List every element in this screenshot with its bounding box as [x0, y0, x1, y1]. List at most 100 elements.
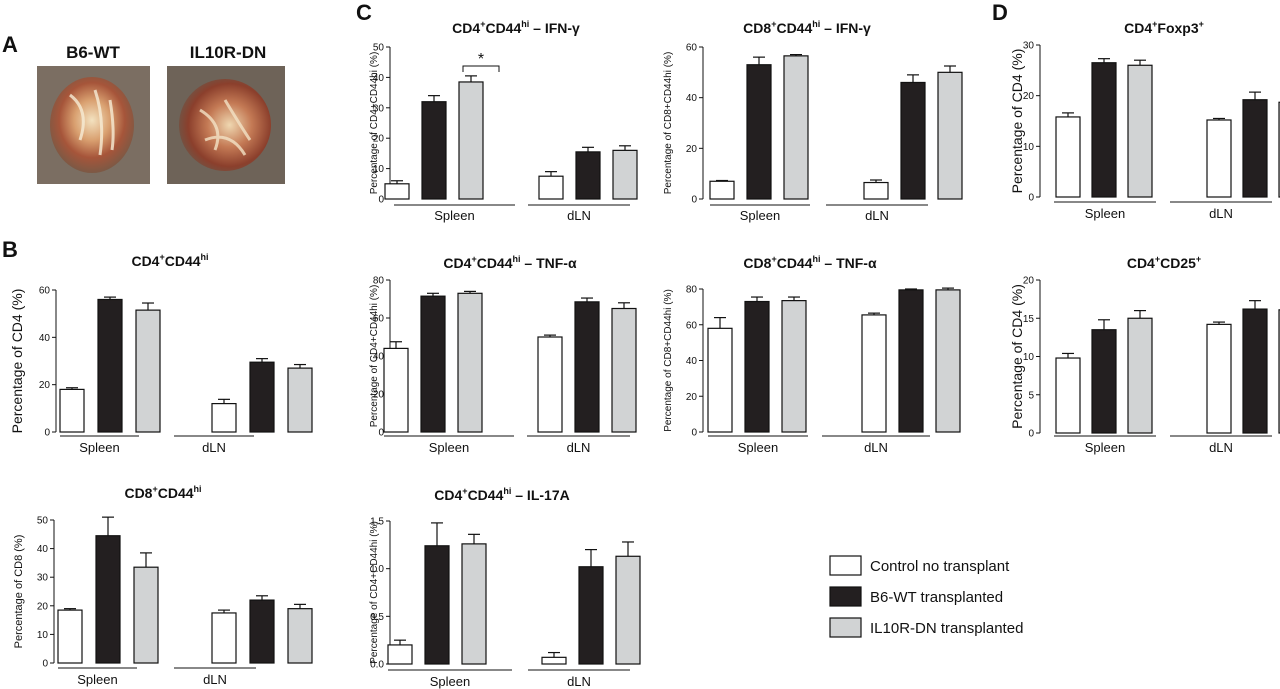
y-axis-label: Percentage of CD8 (%): [13, 535, 25, 649]
y-tick-label: 1.0: [370, 564, 384, 575]
group-label-dln: dLN: [203, 672, 227, 687]
bar-control-spleen: [1055, 116, 1081, 198]
bar-control-spleen: [384, 183, 410, 200]
legend-label-b6-wt: B6-WT transplanted: [870, 589, 1003, 606]
y-axis-label: Percentage of CD4+CD44hi (%): [369, 521, 380, 664]
y-tick-label: 20: [373, 390, 385, 401]
bar-control-spleen: [387, 644, 413, 665]
chart-title: CD4+CD44hi – TNF-α: [443, 254, 577, 271]
group-label-spleen: Spleen: [738, 440, 778, 455]
chart-title: CD4+CD44hi – IFN-γ: [452, 19, 580, 36]
bar-control-dln: [1206, 323, 1232, 434]
bar-il10r-dn-dln: [937, 71, 963, 200]
panel-label-a: A: [2, 32, 18, 57]
y-tick-label: 40: [37, 544, 49, 555]
bar-b6-wt-spleen: [420, 295, 446, 433]
chart-c5: CD4+CD44hi – IL-17A 0.0 0.5 1.0 1.5Percentag…: [369, 486, 641, 689]
bar-b6-wt-dln: [898, 289, 924, 433]
bar-il10r-dn-dln: [612, 149, 638, 200]
bar-b6-wt-spleen: [1091, 329, 1117, 434]
bar-b6-wt-dln: [249, 361, 275, 433]
y-tick-label: 20: [373, 134, 385, 145]
bar-il10r-dn-spleen: [133, 566, 159, 664]
y-tick-label: 10: [1023, 142, 1035, 153]
y-tick-label: 30: [1023, 41, 1035, 52]
wound-photo-b6-wt: [37, 66, 150, 184]
bar-control-dln: [861, 314, 887, 433]
y-tick-label: 10: [373, 164, 385, 175]
group-label-spleen: Spleen: [740, 208, 780, 223]
bar-il10r-dn-dln: [615, 555, 641, 665]
y-axis-label: Percentage of CD4 (%): [9, 289, 25, 434]
y-tick-label: 15: [1023, 314, 1035, 325]
y-tick-label: 20: [686, 144, 698, 155]
bar-control-spleen: [1055, 357, 1081, 434]
chart-title: CD4+Foxp3+: [1124, 19, 1204, 36]
y-tick-label: 20: [1023, 91, 1035, 102]
bar-il10r-dn-spleen: [135, 309, 161, 433]
y-tick-label: 20: [686, 392, 698, 403]
bar-il10r-dn-dln: [287, 367, 313, 433]
bar-b6-wt-spleen: [95, 535, 121, 664]
y-tick-label: 20: [39, 380, 51, 391]
y-axis-label: Percentage of CD8+CD44hi (%): [663, 52, 674, 195]
bar-il10r-dn-spleen: [1127, 317, 1153, 434]
bar-control-spleen: [707, 327, 733, 433]
chart-c4: CD8+CD44hi – TNF-α 0 20 40 60 80 Percentage of…: [663, 254, 961, 455]
bar-control-dln: [537, 336, 563, 433]
bar-b6-wt-dln: [1242, 99, 1268, 198]
chart-b1: CD4+CD44hi 0 20 40 60 Percentage of CD4 (%) Sp…: [9, 252, 313, 455]
bar-control-dln: [211, 612, 237, 664]
panel-label-d: D: [992, 0, 1008, 25]
y-tick-label: 0: [1028, 429, 1034, 440]
bar-b6-wt-spleen: [421, 101, 447, 200]
y-axis-label: Percentage of CD8+CD44hi (%): [663, 289, 674, 432]
y-tick-label: 60: [373, 314, 385, 325]
bar-b6-wt-spleen: [97, 298, 123, 433]
group-label-dln: dLN: [567, 208, 591, 223]
y-tick-label: 50: [37, 516, 49, 527]
y-tick-label: 0.0: [370, 660, 384, 671]
chart-b2: CD8+CD44hi 0 10 20 30 40 50 Percentage of CD8 (…: [13, 484, 313, 687]
chart-c2: CD8+CD44hi – IFN-γ 0 20 40 60 Percentage of C…: [663, 19, 963, 223]
y-tick-label: 50: [373, 43, 385, 54]
group-label-dln: dLN: [864, 440, 888, 455]
bar-b6-wt-dln: [574, 301, 600, 433]
chart-title: CD8+CD44hi – IFN-γ: [743, 19, 871, 36]
y-tick-label: 60: [686, 320, 698, 331]
group-label-dln: dLN: [1209, 440, 1233, 455]
bar-b6-wt-spleen: [744, 300, 770, 433]
legend-swatch-control: [829, 555, 862, 576]
y-tick-label: 40: [686, 356, 698, 367]
bar-b6-wt-dln: [249, 599, 275, 664]
charts-layer: CD4+CD44hi 0 20 40 60 Percentage of CD4 (%) Sp…: [9, 19, 1280, 689]
legend-swatch-b6-wt: [829, 586, 862, 607]
y-tick-label: 0: [378, 428, 384, 439]
bar-control-spleen: [383, 347, 409, 433]
bar-control-dln: [863, 181, 889, 200]
group-label-dln: dLN: [1209, 206, 1233, 221]
y-tick-label: 0.5: [370, 612, 384, 623]
bar-b6-wt-dln: [900, 81, 926, 200]
significance-bracket: *: [462, 51, 500, 72]
y-tick-label: 40: [373, 352, 385, 363]
y-axis-label: Percentage of CD4 (%): [1009, 284, 1025, 429]
y-axis-label: Percentage of CD4 (%): [1009, 49, 1025, 194]
bar-b6-wt-spleen: [746, 64, 772, 200]
y-tick-label: 1.5: [370, 517, 384, 528]
group-label-dln: dLN: [567, 440, 591, 455]
y-tick-label: 60: [39, 286, 51, 297]
y-axis-label: Percentage of CD4+CD44hi (%): [369, 52, 380, 195]
group-label-spleen: Spleen: [79, 440, 119, 455]
group-label-spleen: Spleen: [429, 440, 469, 455]
legend-label-control: Control no transplant: [870, 558, 1010, 575]
bar-il10r-dn-spleen: [457, 292, 483, 433]
y-tick-label: 40: [686, 93, 698, 104]
y-tick-label: 30: [373, 103, 385, 114]
y-tick-label: 0: [378, 195, 384, 206]
bar-control-dln: [1206, 119, 1232, 198]
bar-il10r-dn-dln: [287, 608, 313, 664]
